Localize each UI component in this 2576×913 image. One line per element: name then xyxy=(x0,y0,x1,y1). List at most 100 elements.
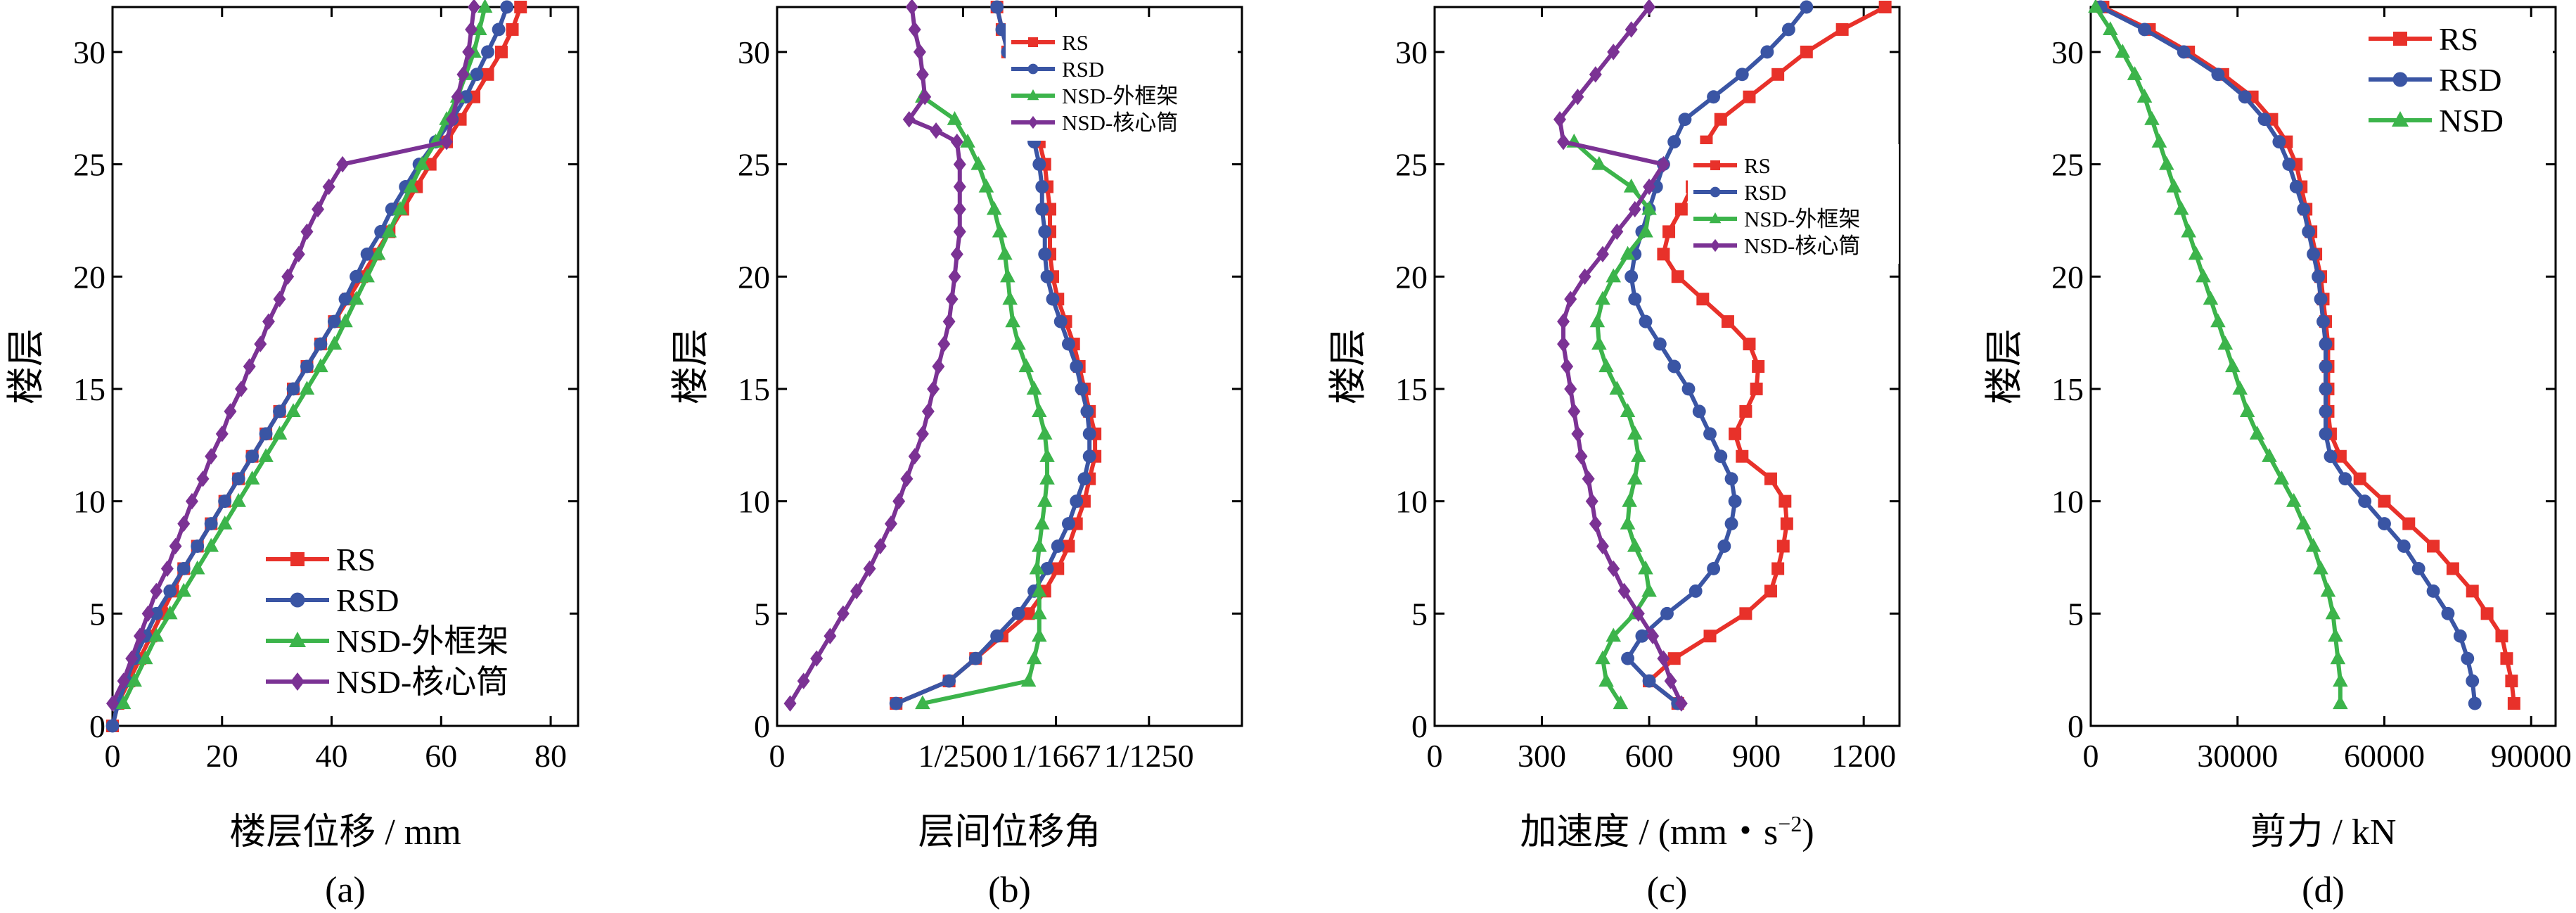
data-point xyxy=(1627,470,1643,485)
y-tick-label: 15 xyxy=(1395,371,1428,407)
y-tick-label: 10 xyxy=(1395,484,1428,520)
legend-marker xyxy=(289,632,306,647)
legend-label: RS xyxy=(1744,153,1771,178)
data-point xyxy=(338,313,353,328)
data-point xyxy=(2468,696,2482,710)
data-point xyxy=(191,540,205,553)
data-point xyxy=(494,45,508,58)
legend-marker xyxy=(1027,63,1039,75)
data-point xyxy=(915,695,930,710)
panel-caption: (b) xyxy=(988,870,1031,910)
data-point xyxy=(163,584,177,598)
data-point xyxy=(1638,223,1653,238)
data-point xyxy=(148,627,165,642)
y-tick-label: 20 xyxy=(1395,259,1428,295)
data-point xyxy=(1721,315,1734,328)
data-point xyxy=(2314,292,2328,306)
data-point xyxy=(312,200,325,218)
data-point xyxy=(1575,448,1588,465)
data-point xyxy=(1736,449,1749,463)
data-point xyxy=(1035,202,1049,216)
x-axis-label: 层间位移角 xyxy=(918,812,1101,853)
series-line xyxy=(1625,6,1809,706)
y-axis-label: 楼层 xyxy=(1983,328,2025,404)
data-point xyxy=(1764,585,1777,598)
data-point xyxy=(2495,630,2508,643)
data-point xyxy=(2210,313,2226,328)
data-point xyxy=(1557,133,1570,151)
data-point xyxy=(500,0,514,14)
data-point xyxy=(810,650,824,667)
data-point xyxy=(2466,674,2480,688)
data-point xyxy=(2427,540,2440,553)
data-point xyxy=(338,292,352,306)
data-point xyxy=(2500,652,2513,665)
data-point xyxy=(953,223,966,241)
x-axis-label: 楼层位移 / mm xyxy=(229,812,461,853)
data-point xyxy=(244,470,260,485)
data-point xyxy=(927,381,940,397)
data-point xyxy=(254,336,267,352)
data-point xyxy=(2441,606,2455,620)
data-point xyxy=(2466,585,2479,598)
panel-caption: (d) xyxy=(2302,870,2345,910)
data-point xyxy=(451,89,464,106)
legend-marker xyxy=(2392,111,2409,127)
y-tick-label: 0 xyxy=(89,708,105,744)
data-point xyxy=(1717,540,1731,553)
data-point xyxy=(916,426,929,442)
data-point xyxy=(1571,89,1584,106)
data-point xyxy=(2196,268,2211,283)
data-point xyxy=(162,605,178,620)
data-point xyxy=(873,537,887,555)
data-point xyxy=(1620,515,1636,530)
data-point xyxy=(2136,89,2153,103)
y-tick-label: 10 xyxy=(738,484,770,520)
x-tick-label: 60 xyxy=(425,738,457,774)
chart-panel-3: 0 300 600 900 1200 0 5 10 15 20 25 30 加速度 / (mm・s−2)… xyxy=(1327,0,1901,910)
series-4 xyxy=(1553,0,1688,712)
x-axis-label: 剪力 / kN xyxy=(2250,812,2396,853)
data-point xyxy=(863,560,876,577)
data-point xyxy=(381,223,397,238)
data-point xyxy=(1037,426,1053,440)
data-point xyxy=(1674,203,1688,216)
data-point xyxy=(370,245,386,260)
data-point xyxy=(1053,314,1068,328)
data-point xyxy=(2159,155,2174,170)
data-point xyxy=(1051,540,1065,553)
data-point xyxy=(2295,515,2312,530)
data-point xyxy=(2239,403,2255,417)
chart-panel-4: 0 30000 60000 90000 0 5 10 15 20 25 30 剪力 / kN 楼层 (d)… xyxy=(1983,0,2572,910)
data-point xyxy=(468,0,481,15)
y-tick-label: 20 xyxy=(738,259,770,295)
data-point xyxy=(2173,200,2189,215)
data-point xyxy=(1800,45,1813,58)
data-point xyxy=(1617,582,1631,600)
data-point xyxy=(189,560,205,575)
data-point xyxy=(1613,695,1629,710)
data-point xyxy=(1638,560,1653,575)
x-tick-label: 1/1667 xyxy=(1011,738,1101,774)
x-tick-label: 80 xyxy=(534,738,567,774)
data-point xyxy=(2274,470,2290,485)
data-point xyxy=(1724,472,1738,486)
data-point xyxy=(137,650,153,665)
data-point xyxy=(1589,66,1602,83)
legend-marker xyxy=(1709,212,1722,224)
data-point xyxy=(953,155,966,173)
y-tick-label: 25 xyxy=(738,147,770,183)
chart-panel-2: 0 1/2500 1/1667 1/1250 0 5 10 15 20 25 30 层间位移角 楼层 (b… xyxy=(669,0,1243,910)
data-point xyxy=(2217,336,2234,350)
data-point xyxy=(942,313,956,330)
data-point xyxy=(1703,630,1717,643)
data-point xyxy=(948,268,961,285)
data-point xyxy=(892,492,906,510)
data-point xyxy=(947,110,963,125)
data-point xyxy=(1635,629,1649,643)
data-point xyxy=(2480,607,2494,620)
data-point xyxy=(1607,44,1620,60)
data-point xyxy=(1596,245,1609,263)
data-point xyxy=(292,245,305,263)
data-point xyxy=(1039,448,1055,462)
